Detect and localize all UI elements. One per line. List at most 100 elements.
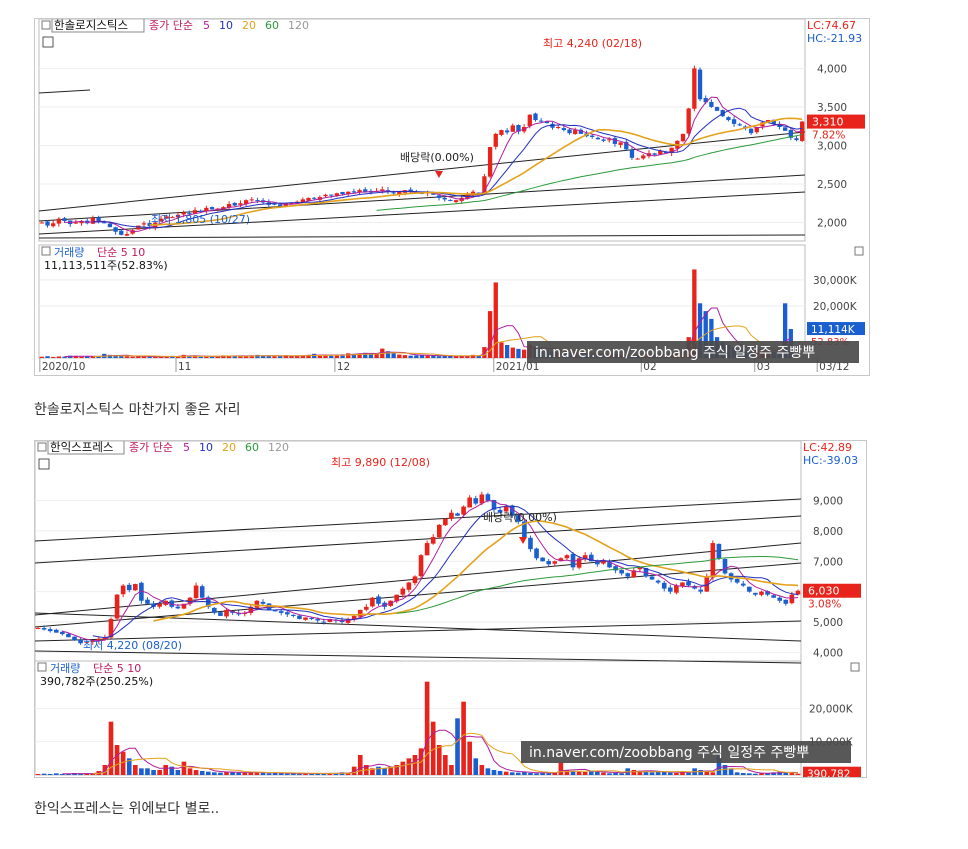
candle-body xyxy=(351,615,357,620)
candle-body xyxy=(376,596,381,604)
candle-body xyxy=(72,636,77,641)
volume-bar xyxy=(212,772,217,775)
volume-bar xyxy=(39,356,44,358)
volume-bar xyxy=(613,773,618,775)
volume-bar xyxy=(41,773,47,775)
candle-body xyxy=(753,592,758,595)
volume-bar xyxy=(516,348,521,358)
candle-body xyxy=(573,130,578,135)
candle-body xyxy=(424,543,430,556)
volume-bar xyxy=(588,771,594,775)
volume-info: 11,113,511주(52.83%) xyxy=(44,259,168,272)
ma10-line xyxy=(92,107,803,229)
candle-body xyxy=(255,200,260,202)
volume-bar xyxy=(56,356,62,358)
candle-body xyxy=(406,582,412,590)
legend-prefix: 종가 단순 xyxy=(149,19,193,32)
volume-bar xyxy=(370,768,375,775)
volume-bar xyxy=(406,758,412,775)
volume-bar xyxy=(266,773,272,775)
candle-body xyxy=(686,108,691,134)
candle-body xyxy=(722,559,728,574)
volume-bar xyxy=(329,355,334,358)
volume-bar xyxy=(449,765,454,775)
candle-body xyxy=(482,176,487,195)
volume-bar xyxy=(368,353,374,358)
volume-bar xyxy=(680,772,685,775)
grid-toggle-icon xyxy=(38,458,50,470)
candle-body xyxy=(272,203,277,205)
volume-bar xyxy=(465,355,470,358)
volume-bar xyxy=(455,718,460,775)
volume-bar xyxy=(175,770,181,775)
price-tick-label: 7,000 xyxy=(813,556,843,568)
candle-body xyxy=(534,548,539,559)
candle-body xyxy=(527,114,532,127)
candle-body xyxy=(516,125,521,132)
candle-body xyxy=(47,629,53,632)
volume-bar xyxy=(747,773,752,775)
candle-body xyxy=(254,600,260,608)
candle-body xyxy=(187,213,192,215)
candle-body xyxy=(607,139,612,141)
volume-bar xyxy=(136,356,141,358)
volume-bar xyxy=(47,774,53,775)
volume-tick-label: 30,000K xyxy=(813,275,858,287)
volume-bar xyxy=(151,770,156,775)
candle-body xyxy=(782,127,788,131)
volume-bar xyxy=(771,772,776,775)
volume-info: 390,782주(250.25%) xyxy=(40,675,153,688)
candle-body xyxy=(108,618,114,638)
price-tick-label: 4,000 xyxy=(813,647,843,659)
volume-bar xyxy=(493,282,498,358)
ma60-line xyxy=(376,134,803,211)
candle-body xyxy=(453,200,459,203)
volume-bar xyxy=(323,355,328,358)
candle-body xyxy=(306,197,311,201)
volume-bar xyxy=(60,774,65,775)
candle-body xyxy=(612,138,618,144)
volume-bar xyxy=(394,765,400,775)
volume-bar xyxy=(209,356,215,358)
volume-bar xyxy=(351,353,357,358)
candle-body xyxy=(391,192,396,194)
candle-body xyxy=(704,576,710,592)
candle-body xyxy=(204,207,209,211)
candle-body xyxy=(187,597,193,604)
volume-bar xyxy=(351,766,357,775)
legend-ma-60: 60 xyxy=(265,19,279,32)
volume-bar xyxy=(388,766,393,775)
volume-bar xyxy=(119,355,124,358)
volume-bar xyxy=(716,755,722,775)
volume-bar xyxy=(321,773,327,775)
candle-body xyxy=(412,576,418,584)
event-label: 배당락(0.00%) xyxy=(483,511,557,524)
last-price: 3,310 xyxy=(812,116,844,129)
volume-bar xyxy=(157,770,162,775)
chart-hansol: 4,000 3,500 3,000 2,500 2,000 30,000K 20,000K 한… xyxy=(34,18,870,376)
volume-bar xyxy=(385,351,391,358)
x-tick-label: 03 xyxy=(757,361,770,373)
volume-bar xyxy=(169,766,175,775)
volume-last: 390,782 xyxy=(807,769,850,777)
candle-body xyxy=(158,218,164,222)
candle-body xyxy=(340,191,345,195)
volume-bar xyxy=(272,356,277,358)
volume-bar xyxy=(272,773,278,775)
ma20-line xyxy=(149,117,803,226)
candle-body xyxy=(136,225,141,230)
candle-body xyxy=(771,119,776,124)
volume-bar xyxy=(408,355,413,358)
candle-body xyxy=(297,615,302,619)
candle-body xyxy=(408,189,413,192)
volume-menu-icon xyxy=(37,662,47,672)
candle-body xyxy=(283,203,288,207)
candle-body xyxy=(582,555,588,560)
volume-bar xyxy=(242,773,248,775)
candle-body xyxy=(124,234,130,236)
candle-body xyxy=(164,216,169,219)
volume-bar xyxy=(218,772,223,775)
low-label: 최저 4,220 (08/20) xyxy=(83,639,182,652)
volume-bar xyxy=(90,773,96,775)
volume-bar xyxy=(73,355,79,358)
